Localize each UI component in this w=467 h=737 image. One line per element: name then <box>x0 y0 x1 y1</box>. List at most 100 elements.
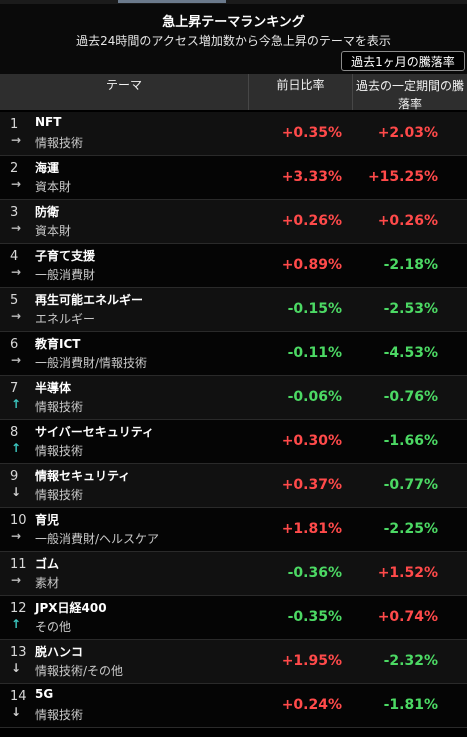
period-change: +15.25% <box>367 169 438 185</box>
page-subtitle: 過去24時間のアクセス増加数から今急上昇のテーマを表示 <box>76 34 391 48</box>
theme-name-link[interactable]: サイバーセキュリティ <box>35 425 155 439</box>
rank-number: 11 <box>10 557 27 572</box>
table-row[interactable]: 9 ↓ 情報セキュリティ 情報技術 +0.37% -0.77% <box>0 464 467 508</box>
prev-day-change: +0.89% <box>281 257 342 273</box>
arrow-right-icon: → <box>11 177 22 191</box>
prev-day-change: -0.06% <box>287 389 342 405</box>
period-change: -1.81% <box>383 697 438 713</box>
table-row[interactable]: 12 ↑ JPX日経400 その他 -0.35% +0.74% <box>0 596 467 640</box>
theme-name-link[interactable]: 再生可能エネルギー <box>35 293 144 307</box>
arrow-up-icon: ↑ <box>11 441 22 455</box>
table-row[interactable]: 1 → NFT 情報技術 +0.35% +2.03% <box>0 112 467 156</box>
prev-day-change: +0.26% <box>281 213 342 229</box>
prev-day-change: +1.95% <box>281 653 342 669</box>
theme-name-link[interactable]: 防衛 <box>35 205 60 219</box>
theme-name-link[interactable]: 海運 <box>35 161 60 175</box>
period-select[interactable]: 過去1ヶ月の騰落率 <box>341 51 465 71</box>
period-change: +0.26% <box>377 213 438 229</box>
ranking-list: 1 → NFT 情報技術 +0.35% +2.03% 2 → 海運 資本財 +3.33% +15.25… <box>0 112 467 728</box>
theme-category: 一般消費財/情報技術 <box>35 356 148 370</box>
theme-name-link[interactable]: NFT <box>35 115 62 129</box>
theme-name-link[interactable]: 子育て支援 <box>35 249 96 263</box>
theme-category: 一般消費財/ヘルスケア <box>35 532 160 546</box>
column-header-theme: テーマ <box>105 78 142 92</box>
rank-number: 7 <box>10 381 19 396</box>
prev-day-change: -0.36% <box>287 565 342 581</box>
theme-category: エネルギー <box>35 312 96 326</box>
table-row[interactable]: 11 → ゴム素材 -0.36% +1.52% <box>0 552 467 596</box>
rank-number: 2 <box>10 161 19 176</box>
table-row[interactable]: 7 ↑ 半導体情報技術 -0.06% -0.76% <box>0 376 467 420</box>
table-row[interactable]: 14 ↓ 5G 情報技術 +0.24% -1.81% <box>0 684 467 728</box>
table-row[interactable]: 10 → 育児一般消費財/ヘルスケア +1.81% -2.25% <box>0 508 467 552</box>
rank-number: 9 <box>10 469 19 484</box>
prev-day-change: -0.35% <box>287 609 342 625</box>
rank-number: 6 <box>10 337 19 352</box>
table-row[interactable]: 3 → 防衛資本財 +0.26% +0.26% <box>0 200 467 244</box>
rank-number: 4 <box>10 249 19 264</box>
theme-category: 情報技術/その他 <box>35 664 124 678</box>
theme-name-link[interactable]: 教育ICT <box>35 337 81 351</box>
theme-category: 情報技術 <box>35 708 84 722</box>
column-header-period[interactable]: 過去の一定期間の騰落率 <box>352 74 467 111</box>
arrow-right-icon: → <box>11 265 22 279</box>
theme-name-link[interactable]: 半導体 <box>35 381 72 395</box>
arrow-right-icon: → <box>11 133 22 147</box>
prev-day-change: +1.81% <box>281 521 342 537</box>
arrow-up-icon: ↑ <box>11 397 22 411</box>
theme-name-link[interactable]: 育児 <box>35 513 60 527</box>
period-change: -0.76% <box>383 389 438 405</box>
theme-name-link[interactable]: 5G <box>35 687 54 701</box>
arrow-down-icon: ↓ <box>11 705 22 719</box>
theme-category: 一般消費財 <box>35 268 96 282</box>
rank-number: 13 <box>10 645 27 660</box>
theme-category: 素材 <box>35 576 60 590</box>
active-tab-indicator <box>118 0 226 3</box>
period-change: -2.53% <box>383 301 438 317</box>
theme-category: その他 <box>35 620 72 634</box>
table-row[interactable]: 4 → 子育て支援 一般消費財 +0.89% -2.18% <box>0 244 467 288</box>
arrow-right-icon: → <box>11 529 22 543</box>
theme-category: 情報技術 <box>35 136 84 150</box>
rank-number: 3 <box>10 205 19 220</box>
arrow-right-icon: → <box>11 573 22 587</box>
theme-name-link[interactable]: 情報セキュリティ <box>35 469 131 483</box>
arrow-right-icon: → <box>11 221 22 235</box>
theme-category: 情報技術 <box>35 400 84 414</box>
rank-number: 12 <box>10 601 27 616</box>
ranking-header: 急上昇テーマランキング 過去24時間のアクセス増加数から今急上昇のテーマを表示 … <box>0 4 467 74</box>
period-change: -2.25% <box>383 521 438 537</box>
theme-name-link[interactable]: JPX日経400 <box>35 601 107 615</box>
table-row[interactable]: 6 → 教育ICT 一般消費財/情報技術 -0.11% -4.53% <box>0 332 467 376</box>
rank-number: 5 <box>10 293 19 308</box>
top-bar <box>0 0 467 4</box>
theme-category: 情報技術 <box>35 444 84 458</box>
period-change: +1.52% <box>377 565 438 581</box>
theme-category: 資本財 <box>35 224 72 238</box>
table-row[interactable]: 5 → 再生可能エネルギー エネルギー -0.15% -2.53% <box>0 288 467 332</box>
rank-number: 10 <box>10 513 27 528</box>
arrow-down-icon: ↓ <box>11 485 22 499</box>
arrow-right-icon: → <box>11 309 22 323</box>
prev-day-change: +0.35% <box>281 125 342 141</box>
rank-number: 1 <box>10 117 19 132</box>
period-change: -2.32% <box>383 653 438 669</box>
period-change: +0.74% <box>377 609 438 625</box>
theme-name-link[interactable]: 脱ハンコ <box>35 645 84 659</box>
arrow-right-icon: → <box>11 353 22 367</box>
theme-name-link[interactable]: ゴム <box>35 557 60 571</box>
table-row[interactable]: 8 ↑ サイバーセキュリティ 情報技術 +0.30% -1.66% <box>0 420 467 464</box>
prev-day-change: +0.30% <box>281 433 342 449</box>
prev-day-change: -0.11% <box>287 345 342 361</box>
period-change: -1.66% <box>383 433 438 449</box>
table-row[interactable]: 13 ↓ 脱ハンコ情報技術/その他 +1.95% -2.32% <box>0 640 467 684</box>
theme-category: 資本財 <box>35 180 72 194</box>
theme-category: 情報技術 <box>35 488 84 502</box>
table-row[interactable]: 2 → 海運資本財 +3.33% +15.25% <box>0 156 467 200</box>
prev-day-change: +3.33% <box>281 169 342 185</box>
prev-day-change: -0.15% <box>287 301 342 317</box>
column-header-prev-day[interactable]: 前日比率 <box>248 74 352 110</box>
arrow-down-icon: ↓ <box>11 661 22 675</box>
rank-number: 8 <box>10 425 19 440</box>
period-change: -0.77% <box>383 477 438 493</box>
